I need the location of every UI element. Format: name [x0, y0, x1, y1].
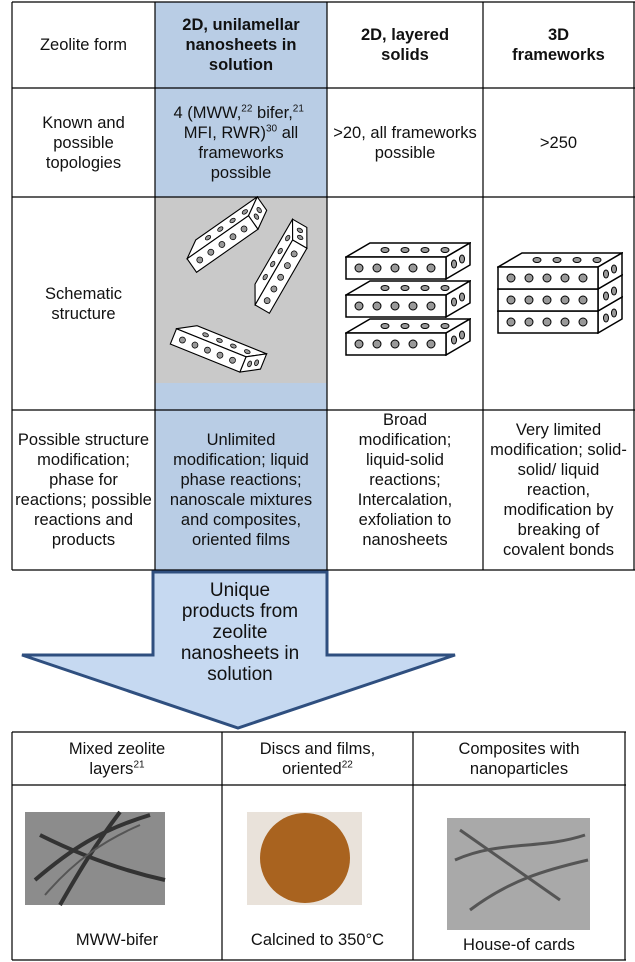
product-title: Discs and films, oriented22 [222, 732, 413, 785]
text: all frameworks possible [198, 123, 299, 182]
cell-text: Unlimited modification; liquid phase rea… [169, 431, 313, 549]
cell: Very limited modification; solid-solid/ … [483, 410, 634, 570]
product-caption: House-of cards [413, 933, 625, 957]
arrow [21, 570, 456, 730]
header-text: Zeolite form [39, 36, 128, 54]
cell: Unlimited modification; liquid phase rea… [155, 410, 327, 570]
text: MFI, [183, 123, 217, 142]
text: bifer, [257, 103, 293, 122]
row-label-text: Schematic structure [44, 284, 123, 323]
caption-text: House-of cards [463, 936, 575, 954]
row-label: Possible structure modification; phase f… [12, 410, 155, 570]
header-cell: 2D, layered solids [327, 2, 483, 88]
arrow-label: Unique products from zeolite nanosheets … [160, 578, 320, 686]
product-caption: Calcined to 350°C [222, 928, 413, 952]
header-cell: 2D, unilamellar nanosheets in solution [155, 2, 327, 88]
cell: >250 [483, 88, 634, 197]
text: Mixed zeolite layers [68, 739, 166, 778]
product-title: Mixed zeolite layers21 [12, 732, 222, 785]
header-text: 3D frameworks [512, 26, 605, 64]
row-label-text: Possible structure modification; phase f… [15, 431, 152, 549]
photo-calcined-disc [247, 812, 362, 905]
text: Discs and films, oriented [259, 739, 376, 778]
topologies-text: 4 (MWW,22 bifer,21 MFI, RWR)30 all frame… [169, 103, 313, 183]
row-label-text: Known and possible topologies [42, 113, 125, 172]
header-text: 2D, unilamellar nanosheets in solution [182, 16, 300, 74]
tem-image-mww-bifer [25, 810, 166, 906]
product-title-text: Composites with nanoparticles [458, 739, 580, 778]
cell-text: >250 [539, 133, 578, 152]
caption-text: MWW-bifer [75, 931, 159, 949]
top-table-grid [11, 1, 635, 571]
framework-schematic [497, 252, 623, 334]
bottom-table-grid [11, 731, 626, 961]
cell: 4 (MWW,22 bifer,21 MFI, RWR)30 all frame… [155, 88, 327, 197]
reference: 30 [265, 123, 278, 134]
header-cell: Zeolite form [12, 2, 155, 88]
product-title-text: Mixed zeolite layers21 [42, 739, 192, 779]
reference: 21 [133, 759, 145, 770]
row-label: Schematic structure [12, 197, 155, 410]
reference: 22 [241, 103, 253, 114]
cell-text: Broad modification; liquid-solid reactio… [357, 411, 453, 549]
reference: 21 [292, 103, 304, 114]
caption-text: Calcined to 350°C [250, 931, 385, 949]
product-title: Composites with nanoparticles [413, 732, 625, 785]
cell: >20, all frameworks possible [327, 88, 483, 197]
cell: Broad modification; liquid-solid reactio… [327, 410, 483, 570]
row-label: Known and possible topologies [12, 88, 155, 197]
product-title-text: Discs and films, oriented22 [242, 739, 393, 779]
arrow-text: Unique products from zeolite nanosheets … [180, 579, 300, 685]
tem-image-house-of-cards [447, 818, 590, 930]
cell-text: >20, all frameworks possible [333, 123, 477, 162]
reference: 22 [341, 759, 353, 770]
cell-text: Very limited modification; solid-solid/ … [490, 421, 627, 559]
product-caption: MWW-bifer [12, 928, 222, 952]
text: 4 (MWW, [173, 103, 242, 122]
layered-schematic [345, 242, 471, 356]
text: RWR) [221, 123, 266, 142]
header-cell: 3D frameworks [483, 2, 634, 88]
header-text: 2D, layered solids [360, 26, 450, 64]
